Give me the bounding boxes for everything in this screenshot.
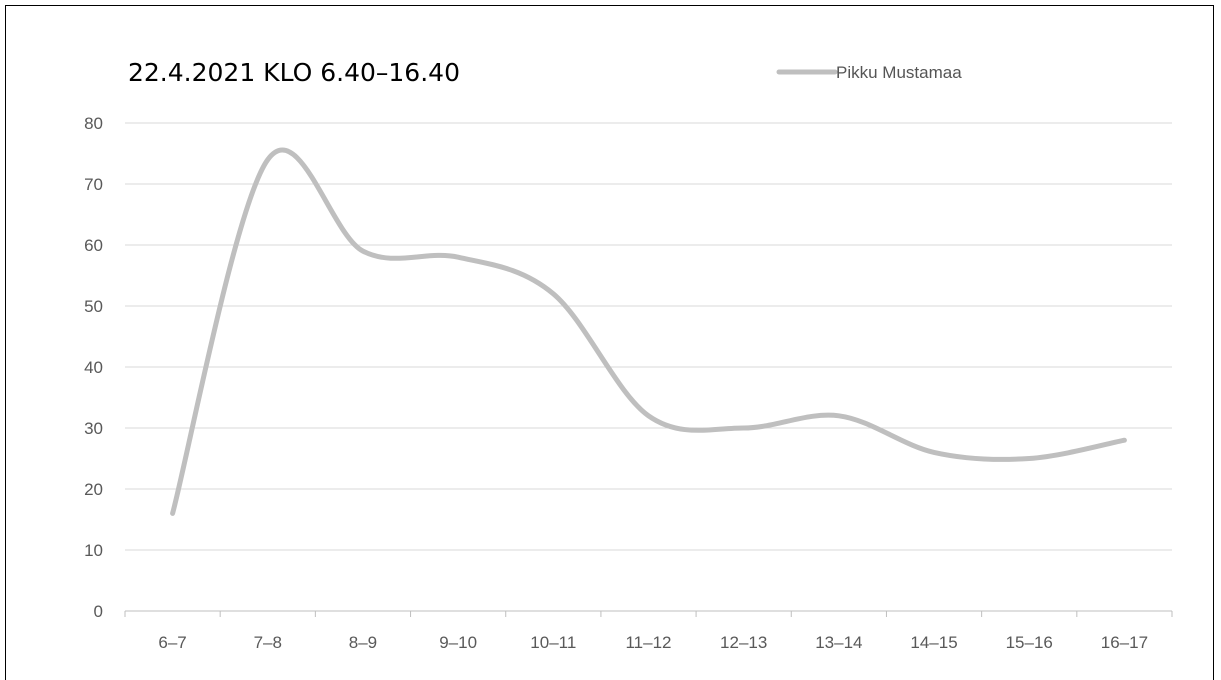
y-tick-label: 10: [84, 541, 103, 560]
y-tick-label: 20: [84, 480, 103, 499]
y-tick-label: 0: [94, 602, 103, 621]
x-tick-label: 15–16: [1006, 633, 1053, 652]
legend: Pikku Mustamaa: [779, 63, 962, 82]
x-tick-label: 11–12: [625, 633, 671, 652]
x-tick-label: 10–11: [530, 633, 576, 652]
chart-title: 22.4.2021 KLO 6.40–16.40: [128, 58, 460, 87]
y-tick-label: 50: [84, 297, 103, 316]
x-tick-label: 13–14: [815, 633, 862, 652]
legend-label: Pikku Mustamaa: [836, 63, 962, 82]
y-tick-label: 40: [84, 358, 103, 377]
y-tick-label: 30: [84, 419, 103, 438]
x-tick-label: 12–13: [720, 633, 767, 652]
x-tick-label: 16–17: [1101, 633, 1148, 652]
x-tick-label: 14–15: [910, 633, 957, 652]
y-tick-label: 60: [84, 236, 103, 255]
series-line-pikku-mustamaa: [173, 150, 1125, 513]
x-tick-label: 8–9: [349, 633, 377, 652]
x-tick-label: 9–10: [439, 633, 477, 652]
x-tick-label: 6–7: [158, 633, 186, 652]
y-tick-label: 70: [84, 175, 103, 194]
y-tick-label: 80: [84, 114, 103, 133]
x-tick-label: 7–8: [254, 633, 282, 652]
